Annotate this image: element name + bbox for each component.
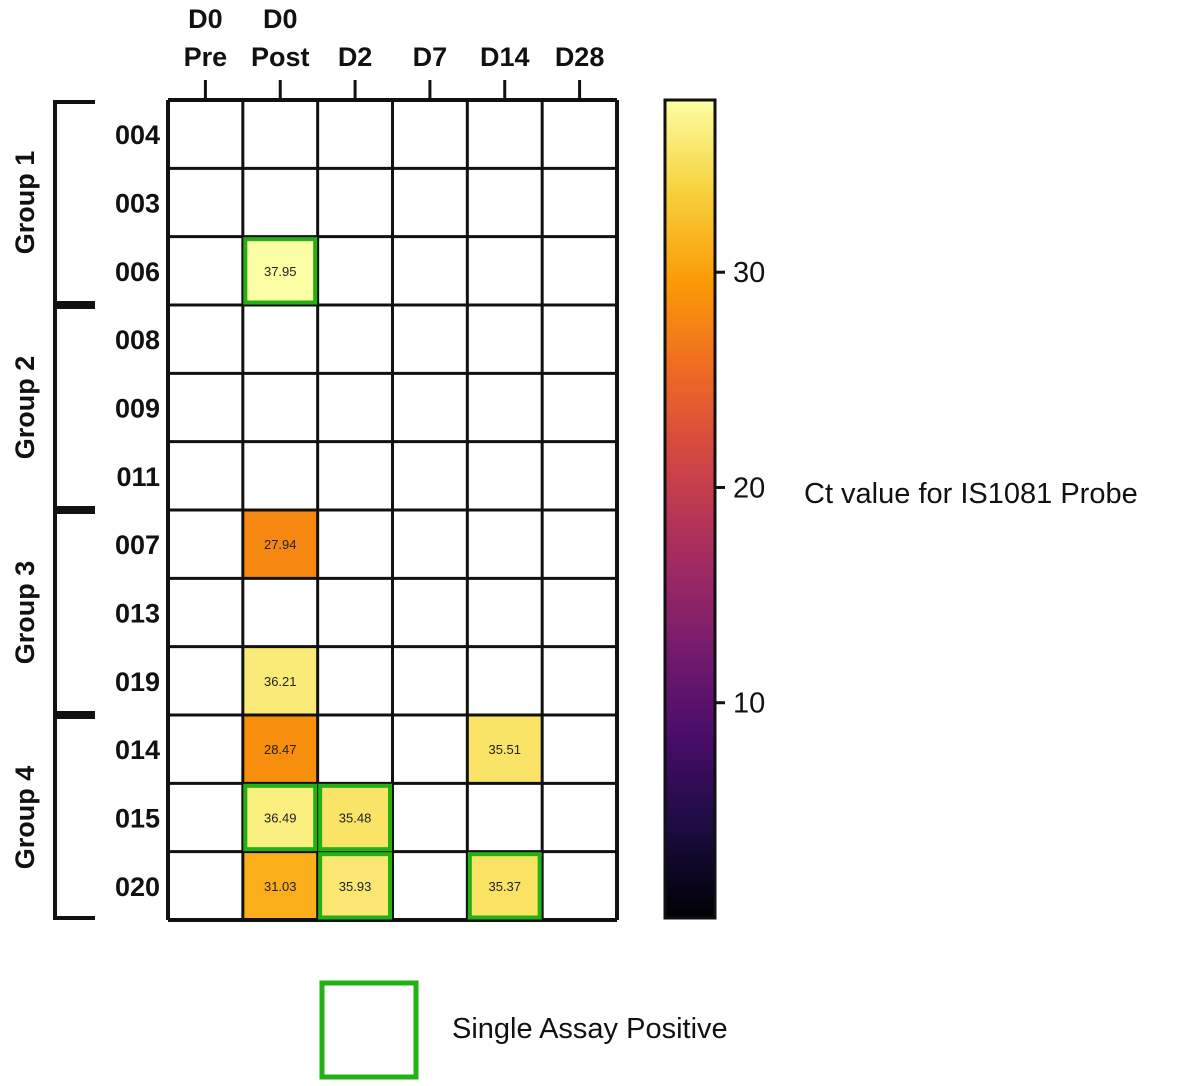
group-bracket bbox=[53, 305, 95, 510]
row-label: 013 bbox=[115, 599, 160, 629]
row-label: 006 bbox=[115, 257, 160, 287]
row-label: 007 bbox=[115, 530, 160, 560]
single-assay-positive-outline bbox=[243, 237, 318, 305]
cell-value-labels: 37.95 27.94 36.21 28.47 35.51 36.49 35.48 31.03… bbox=[264, 264, 521, 894]
row-label: 015 bbox=[115, 804, 160, 834]
group-brackets: Group 1 Group 2 Group 3 Group 4 bbox=[10, 100, 95, 920]
column-label: D14 bbox=[480, 42, 530, 72]
row-label: 003 bbox=[115, 189, 160, 219]
column-labels: D0 Pre D0 Post D2 D7 D14 D28 bbox=[184, 4, 605, 100]
cell-value-label: 37.95 bbox=[264, 264, 297, 279]
group-bracket bbox=[53, 715, 95, 920]
legend: Single Assay Positive bbox=[319, 980, 728, 1080]
cell-value-label: 36.21 bbox=[264, 674, 297, 689]
row-label: 019 bbox=[115, 667, 160, 697]
heatmap-cell bbox=[242, 646, 318, 715]
cell-value-label: 27.94 bbox=[264, 537, 297, 552]
column-label: Pre bbox=[184, 42, 228, 72]
colorbar-tick-label: 30 bbox=[733, 257, 765, 289]
column-label: D2 bbox=[338, 42, 373, 72]
heatmap-cell bbox=[242, 715, 318, 784]
single-assay-positive-outline bbox=[467, 852, 542, 920]
row-labels: 004 003 006 008 009 011 007 013 019 014 015 020 bbox=[115, 120, 160, 902]
colorbar: 10 20 30 Ct value for IS1081 Probe bbox=[663, 98, 1138, 920]
heatmap-cell bbox=[242, 510, 318, 579]
group-bracket bbox=[53, 100, 95, 305]
heatmap-cell bbox=[317, 851, 393, 920]
column-label: Post bbox=[251, 42, 310, 72]
heatmap-cell bbox=[242, 851, 318, 920]
group-label: Group 3 bbox=[10, 561, 40, 665]
cell-value-label: 35.51 bbox=[488, 742, 521, 757]
row-label: 008 bbox=[115, 325, 160, 355]
row-label: 004 bbox=[115, 120, 160, 150]
column-label-line1: D0 bbox=[188, 4, 223, 34]
heatmap-cell bbox=[467, 715, 543, 784]
cell-value-label: 35.93 bbox=[339, 879, 372, 894]
heatmap-cell bbox=[317, 783, 393, 852]
heatmap-cell bbox=[467, 851, 543, 920]
legend-swatch bbox=[319, 980, 419, 1080]
colorbar-tick-label: 10 bbox=[733, 688, 765, 720]
group-label: Group 1 bbox=[10, 151, 40, 255]
group-label: Group 4 bbox=[10, 766, 40, 870]
heatmap-cells bbox=[242, 236, 543, 920]
legend-label: Single Assay Positive bbox=[452, 1013, 728, 1045]
cell-value-label: 35.37 bbox=[488, 879, 521, 894]
column-label: D7 bbox=[413, 42, 448, 72]
colorbar-gradient bbox=[663, 98, 717, 920]
single-assay-positive-outline bbox=[318, 783, 392, 852]
heatmap-cell bbox=[242, 236, 318, 305]
cell-value-label: 31.03 bbox=[264, 879, 297, 894]
group-bracket bbox=[53, 510, 95, 715]
row-label: 011 bbox=[116, 462, 160, 492]
single-assay-positive-outline bbox=[243, 783, 318, 852]
cell-value-label: 35.48 bbox=[339, 811, 372, 826]
cell-value-label: 36.49 bbox=[264, 811, 297, 826]
row-label: 009 bbox=[115, 394, 160, 424]
row-label: 020 bbox=[115, 872, 160, 902]
group-label: Group 2 bbox=[10, 356, 40, 460]
column-label: D28 bbox=[555, 42, 605, 72]
single-assay-positive-outline bbox=[318, 852, 392, 920]
single-assay-positive-outlines bbox=[243, 237, 542, 920]
heatmap-grid bbox=[166, 98, 619, 922]
colorbar-tick-label: 20 bbox=[733, 472, 765, 504]
cell-value-label: 28.47 bbox=[264, 742, 297, 757]
column-label-line1: D0 bbox=[263, 4, 298, 34]
row-label: 014 bbox=[115, 735, 160, 765]
colorbar-label: Ct value for IS1081 Probe bbox=[804, 478, 1138, 510]
heatmap-cell bbox=[242, 783, 318, 852]
